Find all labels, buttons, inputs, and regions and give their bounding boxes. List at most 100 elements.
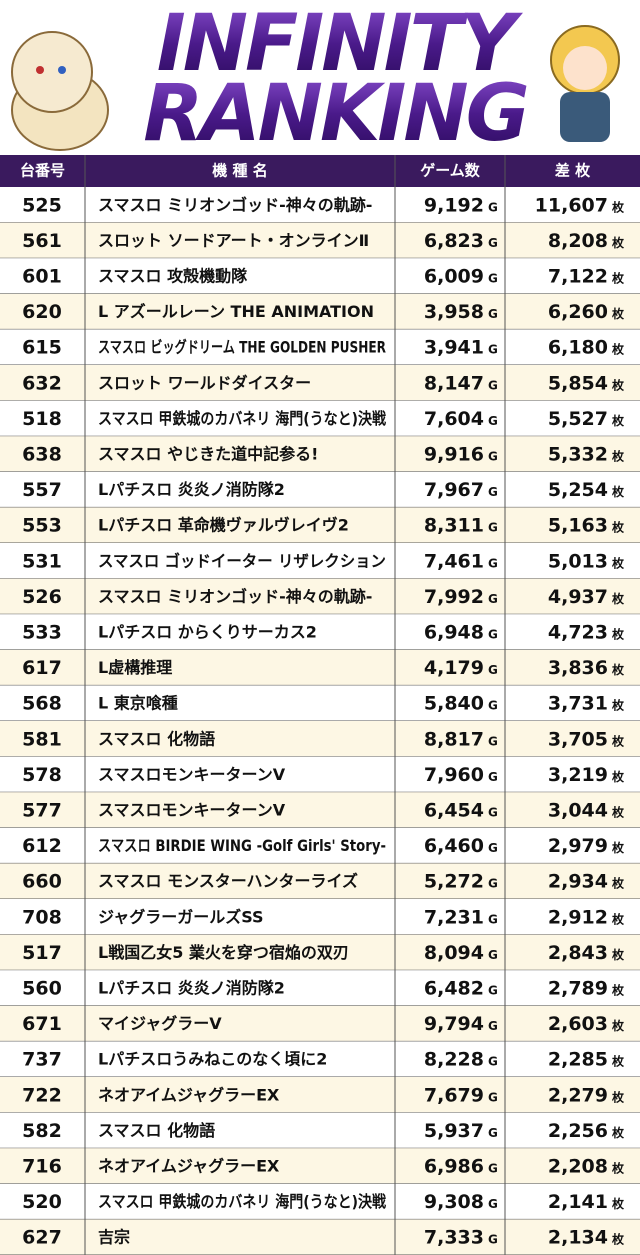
diff-unit: 枚 bbox=[612, 1161, 625, 1176]
row-bg bbox=[0, 222, 640, 259]
game-count: 5,840 bbox=[424, 693, 484, 715]
machine-name: L 東京喰種 bbox=[98, 694, 178, 713]
machine-number: 561 bbox=[22, 230, 62, 252]
game-count: 7,960 bbox=[424, 764, 484, 786]
game-unit: G bbox=[488, 841, 498, 855]
machine-name: スマスロ ゴッドイーター リザレクション bbox=[98, 551, 386, 570]
game-count: 6,454 bbox=[424, 800, 484, 822]
machine-name: スロット ワールドダイスター bbox=[98, 373, 311, 392]
coin-diff: 4,937 bbox=[548, 586, 608, 608]
diff-unit: 枚 bbox=[612, 1018, 625, 1033]
row-bg bbox=[0, 1148, 640, 1184]
diff-unit: 枚 bbox=[612, 698, 625, 713]
machine-number: 612 bbox=[22, 835, 62, 857]
lion-illustration bbox=[11, 31, 109, 151]
diff-unit: 枚 bbox=[612, 1196, 625, 1211]
game-count: 6,823 bbox=[424, 230, 484, 252]
game-count: 8,817 bbox=[424, 728, 484, 750]
machine-number: 525 bbox=[22, 194, 62, 216]
machine-name: スマスロ ミリオンゴッド-神々の軌跡- bbox=[98, 195, 372, 214]
machine-number: 568 bbox=[22, 693, 62, 715]
game-unit: G bbox=[488, 912, 498, 926]
game-count: 7,333 bbox=[424, 1227, 484, 1249]
machine-number: 577 bbox=[22, 800, 62, 822]
diff-unit: 枚 bbox=[612, 520, 625, 535]
game-unit: G bbox=[488, 628, 498, 642]
row-bg bbox=[0, 970, 640, 1006]
coin-diff: 6,180 bbox=[548, 337, 608, 359]
coin-diff: 3,705 bbox=[548, 728, 608, 750]
coin-diff: 2,285 bbox=[548, 1049, 608, 1071]
row-bg bbox=[0, 614, 640, 650]
machine-number: 737 bbox=[22, 1049, 62, 1071]
game-unit: G bbox=[488, 1055, 498, 1069]
game-unit: G bbox=[488, 734, 498, 748]
game-unit: G bbox=[488, 378, 498, 392]
machine-name: スマスロ ミリオンゴッド-神々の軌跡- bbox=[98, 587, 372, 606]
game-count: 3,958 bbox=[424, 301, 484, 323]
row-bg bbox=[0, 543, 640, 579]
game-count: 7,679 bbox=[424, 1084, 484, 1106]
machine-number: 632 bbox=[22, 372, 62, 394]
column-header: ゲーム数 bbox=[420, 162, 481, 180]
game-count: 9,308 bbox=[424, 1191, 484, 1213]
diff-unit: 枚 bbox=[612, 911, 625, 926]
diff-unit: 枚 bbox=[612, 805, 625, 820]
machine-name: スマスロモンキーターンV bbox=[98, 801, 286, 820]
coin-diff: 2,979 bbox=[548, 835, 608, 857]
machine-number: 553 bbox=[22, 515, 62, 537]
diff-unit: 枚 bbox=[612, 342, 625, 357]
row-bg bbox=[0, 756, 640, 793]
game-unit: G bbox=[488, 948, 498, 962]
game-unit: G bbox=[488, 521, 498, 535]
row-bg bbox=[0, 507, 640, 543]
machine-number: 716 bbox=[22, 1156, 62, 1178]
machine-name: スマスロ 化物語 bbox=[98, 729, 215, 748]
column-header: 差 枚 bbox=[555, 162, 591, 180]
coin-diff: 5,332 bbox=[548, 444, 608, 466]
game-count: 3,941 bbox=[424, 337, 484, 359]
coin-diff: 2,603 bbox=[548, 1013, 608, 1035]
title-line-2: RANKING bbox=[143, 69, 526, 159]
machine-name: スマスロ やじきた道中記参る! bbox=[98, 445, 318, 464]
coin-diff: 3,836 bbox=[548, 657, 608, 679]
coin-diff: 2,256 bbox=[548, 1120, 608, 1142]
game-unit: G bbox=[488, 1197, 498, 1211]
game-unit: G bbox=[488, 556, 498, 570]
game-count: 8,147 bbox=[424, 372, 484, 394]
game-unit: G bbox=[488, 1162, 498, 1176]
machine-number: 517 bbox=[22, 942, 62, 964]
girl-illustration bbox=[550, 25, 620, 142]
machine-name: マイジャグラーV bbox=[98, 1014, 222, 1033]
machine-name: スマスロ 攻殻機動隊 bbox=[98, 267, 248, 286]
machine-name: Lパチスロうみねこのなく頃に2 bbox=[98, 1050, 327, 1069]
diff-unit: 枚 bbox=[612, 662, 625, 677]
machine-name: 吉宗 bbox=[98, 1228, 130, 1247]
machine-number: 638 bbox=[22, 444, 62, 466]
game-count: 7,967 bbox=[424, 479, 484, 501]
row-bg bbox=[0, 578, 640, 615]
row-bg bbox=[0, 685, 640, 721]
machine-name: L アズールレーン THE ANIMATION bbox=[98, 302, 374, 321]
machine-number: 581 bbox=[22, 728, 62, 750]
machine-number: 518 bbox=[22, 408, 62, 430]
row-bg bbox=[0, 400, 640, 437]
row-bg bbox=[0, 258, 640, 294]
coin-diff: 6,260 bbox=[548, 301, 608, 323]
diff-unit: 枚 bbox=[612, 306, 625, 321]
game-count: 5,272 bbox=[424, 871, 484, 893]
machine-number: 533 bbox=[22, 622, 62, 644]
machine-number: 615 bbox=[22, 337, 62, 359]
column-header: 台番号 bbox=[20, 162, 65, 180]
row-bg bbox=[0, 721, 640, 757]
game-unit: G bbox=[488, 699, 498, 713]
diff-unit: 枚 bbox=[612, 947, 625, 962]
machine-name: ネオアイムジャグラーEX bbox=[98, 1157, 280, 1176]
coin-diff: 2,279 bbox=[548, 1084, 608, 1106]
diff-unit: 枚 bbox=[612, 876, 625, 891]
diff-unit: 枚 bbox=[612, 1125, 625, 1140]
machine-number: 557 bbox=[22, 479, 62, 501]
row-bg bbox=[0, 471, 640, 508]
diff-unit: 枚 bbox=[612, 1089, 625, 1104]
